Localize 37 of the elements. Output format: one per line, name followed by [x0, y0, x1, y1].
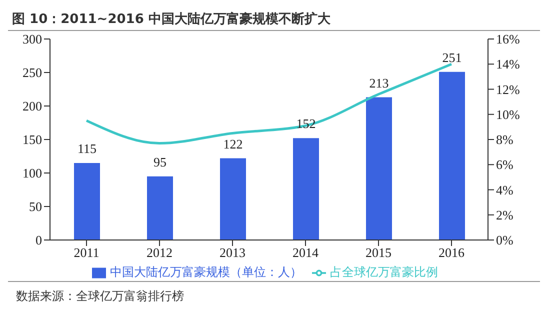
data-label: 95	[154, 154, 166, 170]
data-label: 213	[369, 75, 389, 90]
y2-tick-label: 10%	[496, 106, 520, 122]
chart-title: 图 10：2011~2016 中国大陆亿万富豪规模不断扩大	[8, 8, 540, 31]
y-tick-label: 100	[22, 166, 42, 181]
x-tick-label: 2016	[438, 245, 465, 260]
y-tick-label: 200	[22, 98, 42, 114]
bar	[147, 176, 173, 240]
y-tick-label: 50	[29, 199, 42, 214]
legend-label: 占全球亿万富豪比例	[330, 265, 438, 279]
x-tick-label: 2013	[220, 245, 246, 260]
x-tick-label: 2014	[292, 245, 319, 260]
bar	[74, 162, 100, 240]
y-tick-label: 300	[22, 32, 42, 47]
source-note: 数据来源：全球亿万富翁排行榜	[8, 281, 540, 311]
y-tick-label: 250	[22, 65, 42, 80]
bar	[439, 72, 465, 240]
y2-tick-label: 12%	[496, 82, 520, 97]
y2-tick-label: 2%	[496, 207, 514, 222]
x-tick-label: 2015	[366, 245, 392, 260]
y2-tick-label: 14%	[496, 56, 520, 72]
data-label: 115	[77, 140, 97, 156]
x-tick-label: 2011	[74, 245, 100, 260]
y2-tick-label: 4%	[496, 182, 514, 198]
y2-tick-label: 8%	[496, 132, 514, 148]
y2-tick-label: 0%	[496, 232, 514, 248]
y-tick-label: 0	[36, 232, 42, 248]
legend-label: 中国大陆亿万富豪规模（单位：人）	[110, 265, 302, 279]
data-label: 251	[442, 50, 462, 65]
y-tick-label: 150	[22, 132, 42, 148]
bar	[220, 158, 246, 240]
bar	[366, 97, 392, 240]
y2-tick-label: 16%	[496, 32, 520, 47]
bar	[293, 138, 319, 240]
y2-tick-label: 6%	[496, 157, 514, 172]
x-tick-label: 2012	[146, 245, 172, 260]
data-label: 122	[223, 136, 243, 152]
